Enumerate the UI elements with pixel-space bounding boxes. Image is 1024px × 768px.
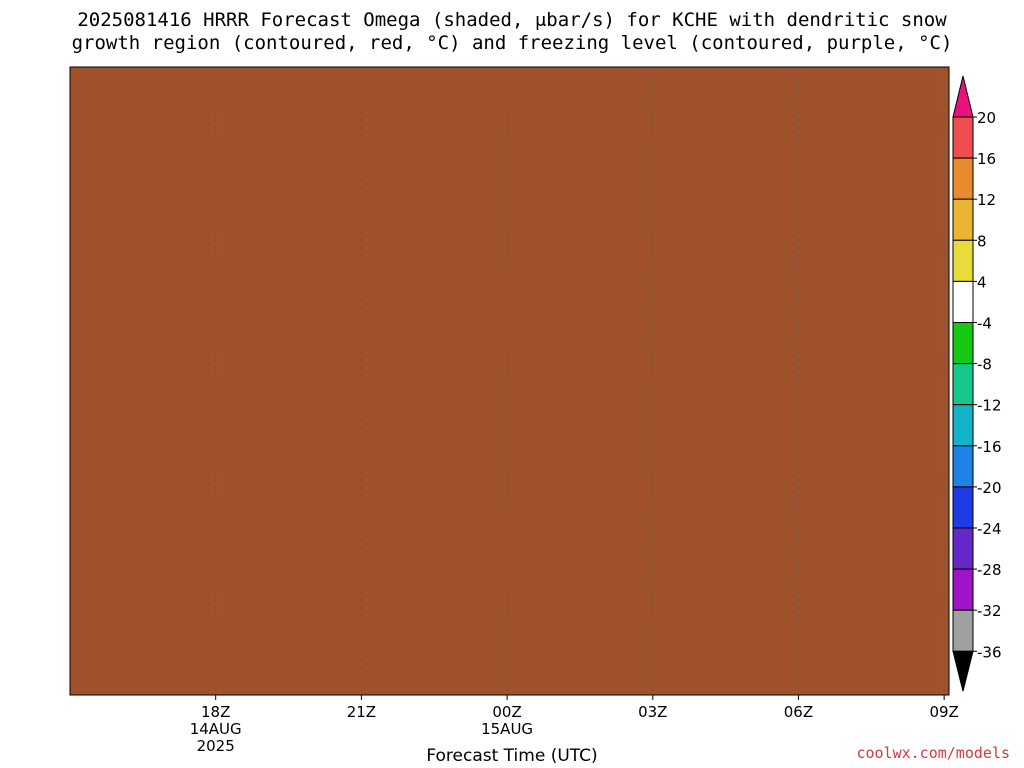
terrain-below-ground (70, 67, 949, 695)
colorbar-swatch (952, 157, 974, 200)
colorbar-label: -4 (977, 315, 992, 333)
colorbar-swatch (952, 239, 974, 282)
colorbar-label: 12 (977, 191, 996, 209)
colorbar-label: 4 (977, 273, 987, 291)
colorbar-swatch (952, 445, 974, 488)
x-tick-label: 06Z (784, 703, 813, 721)
colorbar-swatch (952, 527, 974, 570)
colorbar-label: -24 (977, 520, 1002, 538)
credit-text: coolwx.com/models (856, 744, 1010, 762)
chart-title-line-1: 2025081416 HRRR Forecast Omega (shaded, … (77, 9, 947, 31)
x-tick-label: 18Z (201, 703, 230, 721)
x-axis-title: Forecast Time (UTC) (426, 746, 598, 766)
colorbar-swatch (952, 322, 974, 365)
colorbar-label: -12 (977, 397, 1002, 415)
colorbar-label: -36 (977, 643, 1002, 661)
colorbar-label: 8 (977, 232, 987, 250)
colorbar-swatch (952, 486, 974, 529)
x-tick-label: 03Z (638, 703, 667, 721)
x-tick-label: 14AUG (190, 720, 242, 738)
x-tick-label: 2025 (197, 737, 235, 755)
colorbar-swatch (952, 198, 974, 241)
colorbar-swatch (952, 609, 974, 652)
colorbar-label: 16 (977, 150, 996, 168)
plot-frame (69, 66, 950, 696)
colorbar-bottom-arrow (952, 650, 974, 692)
colorbar-label: -20 (977, 479, 1002, 497)
colorbar-swatch (952, 363, 974, 406)
colorbar-swatch (952, 280, 974, 323)
colorbar-label: -8 (977, 356, 992, 374)
colorbar-label: -16 (977, 438, 1002, 456)
colorbar-swatch (952, 568, 974, 611)
colorbar-label: -28 (977, 561, 1002, 579)
x-tick-label: 09Z (929, 703, 958, 721)
colorbar-top-arrow (952, 75, 974, 118)
colorbar-swatch (952, 404, 974, 447)
x-tick-label: 15AUG (481, 720, 533, 738)
colorbar-swatch (952, 116, 974, 159)
x-tick-label: 00Z (492, 703, 521, 721)
colorbar-label: -32 (977, 602, 1002, 620)
colorbar-label: 20 (977, 109, 996, 127)
colorbar: 20 16 12 8 4 -4 -8 -12 -16 -20 -24 -28 -32 -36 (952, 75, 1002, 692)
ground-fill (70, 67, 949, 695)
x-tick-label: 21Z (347, 703, 376, 721)
chart-title-line-2: growth region (contoured, red, °C) and f… (71, 32, 953, 54)
